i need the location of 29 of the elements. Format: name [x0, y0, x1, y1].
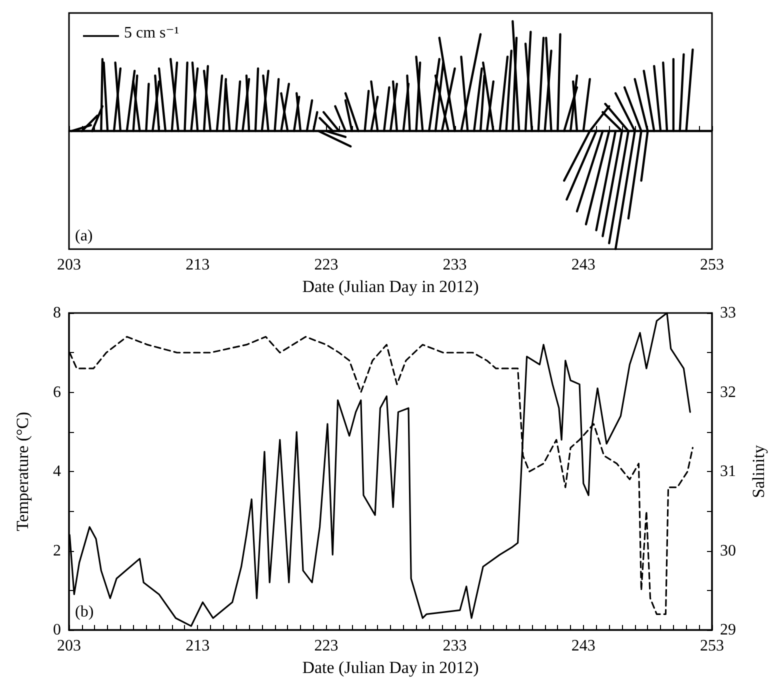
y-tick-label: 0	[53, 622, 61, 638]
y-tick-label: 4	[53, 463, 61, 480]
y-tick-label: 6	[53, 384, 61, 401]
y2-tick-label: 30	[720, 542, 736, 560]
x-tick-label: 203	[57, 256, 81, 274]
y2-tick-label: 29	[720, 622, 736, 638]
annotation: (b)	[75, 604, 94, 620]
x-tick-label: 253	[700, 638, 724, 654]
x-tick-label: 213	[186, 256, 210, 274]
annotation: 5 cm s⁻¹	[124, 24, 180, 42]
y2-tick-label: 33	[720, 304, 736, 322]
x-tick-label: 223	[314, 256, 338, 274]
x-tick-label: 243	[571, 638, 596, 654]
y2-tick-label: 31	[720, 463, 736, 480]
x-tick-label: 233	[442, 256, 467, 274]
y2-axis-title: Salinity	[749, 444, 768, 498]
x-tick-label: 233	[442, 638, 467, 654]
x-tick-label: 243	[571, 256, 596, 274]
y-axis-title: Temperature (°C)	[13, 412, 32, 532]
y-tick-label: 8	[53, 304, 61, 322]
annotation: (a)	[75, 228, 93, 244]
y-tick-label: 2	[53, 542, 61, 560]
y2-tick-label: 32	[720, 384, 736, 401]
x-tick-label: 213	[186, 638, 210, 654]
x-axis-title: Date (Julian Day in 2012)	[302, 658, 479, 677]
x-tick-label: 223	[314, 638, 338, 654]
x-tick-label: 203	[57, 638, 81, 654]
x-axis-title: Date (Julian Day in 2012)	[302, 277, 479, 296]
x-tick-label: 253	[700, 256, 724, 274]
